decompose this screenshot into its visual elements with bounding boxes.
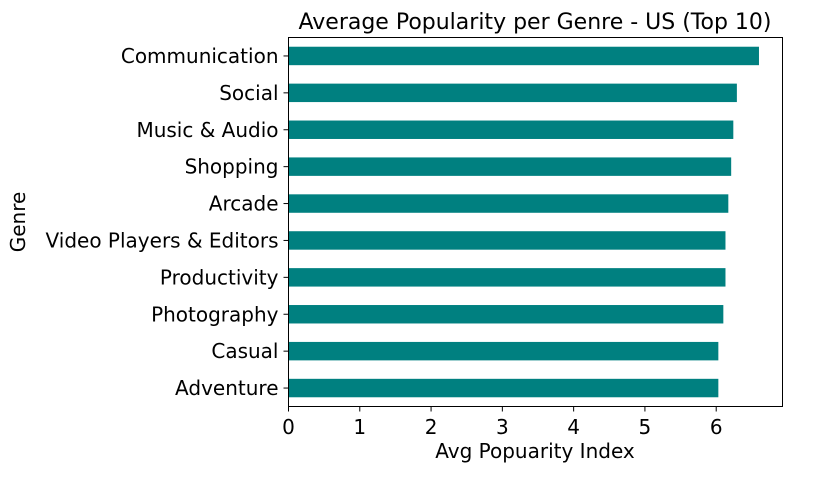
bar-3 [288, 157, 732, 176]
bar-2 [288, 120, 734, 139]
x-tick-label-1: 1 [353, 415, 366, 439]
x-tick-label-0: 0 [282, 415, 295, 439]
y-tick-label-0: Communication [121, 44, 279, 68]
y-tick-label-4: Arcade [209, 192, 279, 216]
y-tick-label-5: Video Players & Editors [46, 228, 279, 252]
bar-4 [288, 194, 729, 213]
y-tick-label-9: Adventure [175, 376, 278, 400]
bar-0 [288, 46, 759, 66]
y-tick-label-2: Music & Audio [136, 118, 278, 142]
y-tick-label-7: Photography [151, 302, 279, 326]
bar-9 [288, 378, 719, 398]
bar-7 [288, 305, 724, 324]
x-tick-label-2: 2 [425, 415, 438, 439]
y-tick-label-3: Shopping [185, 155, 279, 179]
x-tick-label-5: 5 [639, 415, 652, 439]
y-axis-label: Genre [6, 192, 30, 253]
y-tick-labels: Communication Social Music & Audio Shopping… [46, 44, 289, 400]
chart-title: Average Popularity per Genre - US (Top 1… [299, 10, 772, 35]
y-tick-label-1: Social [219, 81, 278, 105]
bar-1 [288, 83, 737, 103]
bar-8 [288, 341, 719, 361]
y-tick-label-8: Casual [211, 339, 278, 363]
bar-5 [288, 231, 726, 250]
plot-frame [288, 37, 783, 407]
bars-group [288, 46, 759, 398]
x-tick-label-6: 6 [710, 415, 723, 439]
x-tick-label-4: 4 [567, 415, 580, 439]
x-tick-label-3: 3 [496, 415, 509, 439]
bar-6 [288, 268, 726, 287]
x-axis-label: Avg Popuarity Index [435, 439, 635, 463]
y-tick-label-6: Productivity [160, 265, 279, 289]
x-tick-labels: 0 1 2 3 4 5 6 [282, 406, 723, 439]
